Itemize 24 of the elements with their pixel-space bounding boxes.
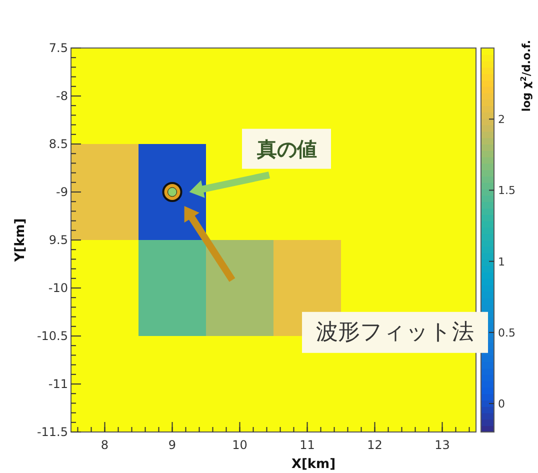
x-tick-label: 8 bbox=[100, 438, 109, 452]
x-tick-label: 12 bbox=[367, 438, 382, 452]
y-tick-label: -10 bbox=[48, 281, 68, 295]
y-tick-label: -10.5 bbox=[36, 329, 68, 343]
y-tick-label: -8 bbox=[56, 89, 68, 103]
y-tick-label: 7.5 bbox=[48, 41, 68, 55]
y-tick-label: -9 bbox=[56, 185, 68, 199]
color-bar-label: 1.5 bbox=[498, 184, 516, 198]
color-bar-label: 2 bbox=[498, 113, 505, 126]
x-tick-label: 11 bbox=[300, 438, 315, 452]
color-bar-label: 1 bbox=[498, 255, 505, 268]
y-tick-label: 8.5 bbox=[48, 137, 68, 151]
x-axis-title: X[km] bbox=[291, 457, 336, 472]
color-bar-label: 0 bbox=[498, 398, 505, 411]
color-bar-label: 0.5 bbox=[498, 326, 516, 340]
y-tick-label: 9.5 bbox=[48, 233, 68, 247]
y-tick-label: -11.5 bbox=[36, 425, 68, 439]
y-axis-title: Y[km] bbox=[13, 218, 28, 263]
annotation: 真の値 bbox=[256, 136, 317, 161]
annotation: 波形フィット法 bbox=[316, 320, 474, 345]
x-tick-label: 10 bbox=[232, 438, 248, 452]
x-tick-label: 9 bbox=[168, 438, 176, 452]
y-tick-label: -11 bbox=[48, 377, 68, 391]
x-tick-label: 13 bbox=[434, 438, 450, 452]
